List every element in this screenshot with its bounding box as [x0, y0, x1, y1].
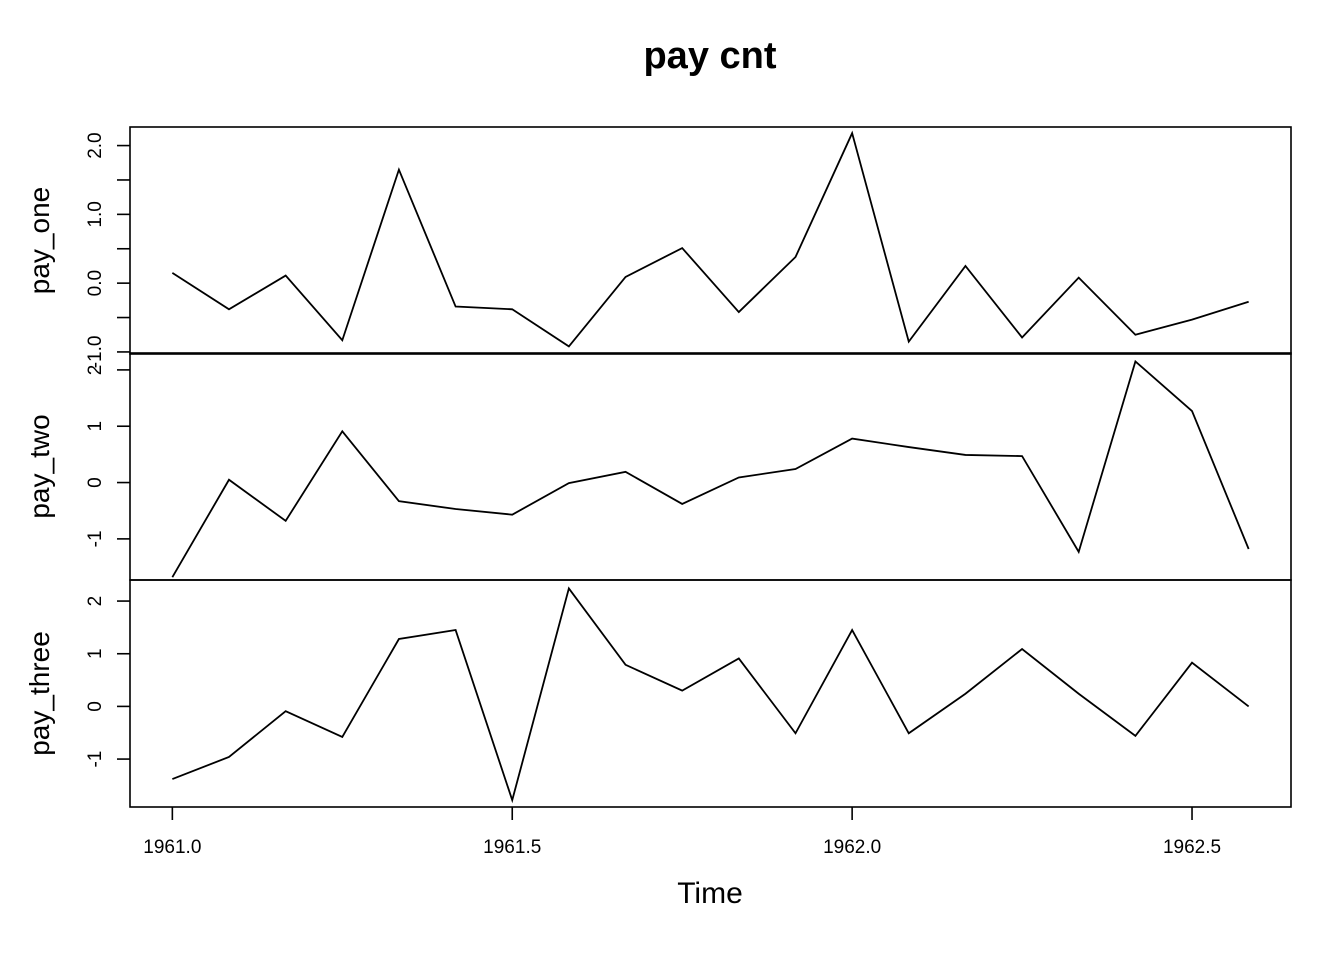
- series-line-pay_two: [171, 359, 1250, 578]
- panel-label-pay_two: pay_two: [24, 414, 55, 518]
- x-axis-label: Time: [677, 877, 743, 910]
- y-tick-label: -1: [85, 530, 106, 547]
- panel-frame: [129, 352, 1292, 581]
- x-axis: 1961.0 1961.5 1962.0 1962.5: [143, 807, 1221, 858]
- y-tick-label: 1: [85, 421, 106, 432]
- panel-pay_one: -1.0 0.0 1.0 2.0 pay_one: [24, 126, 1292, 369]
- y-tick-label: 2.0: [85, 132, 106, 158]
- x-tick-label: 1961.5: [483, 837, 541, 858]
- y-tick-label: 1.0: [85, 201, 106, 227]
- y-tick-label: -1: [85, 751, 106, 768]
- y-tick-label: -1.0: [85, 336, 106, 369]
- series-line-pay_one: [171, 130, 1249, 348]
- panel-pay_three: -1 0 1 2 pay_three: [24, 579, 1292, 808]
- x-tick-label: 1962.0: [823, 837, 881, 858]
- panel-pay_two: -1 0 1 2 pay_two: [24, 352, 1292, 581]
- panel-label-pay_one: pay_one: [24, 187, 55, 294]
- panel-frame: [129, 579, 1292, 808]
- y-tick-label: 2: [85, 365, 106, 376]
- y-tick-label: 0: [85, 701, 106, 712]
- panel-frame: [129, 126, 1292, 355]
- x-tick-label: 1962.5: [1163, 837, 1221, 858]
- series-line-pay_three: [172, 586, 1250, 804]
- y-tick-label: 0: [85, 477, 106, 488]
- panel-label-pay_three: pay_three: [24, 631, 55, 756]
- panels: -1.0 0.0 1.0 2.0 pay_one -1 0 1 2 pay_two -1 0 1 2 pay…: [24, 126, 1292, 808]
- x-tick-label: 1961.0: [143, 837, 201, 858]
- y-tick-label: 1: [85, 648, 106, 659]
- y-tick-label: 0.0: [85, 270, 106, 296]
- y-tick-label: 2: [85, 596, 106, 607]
- chart-title: pay cnt: [643, 35, 776, 77]
